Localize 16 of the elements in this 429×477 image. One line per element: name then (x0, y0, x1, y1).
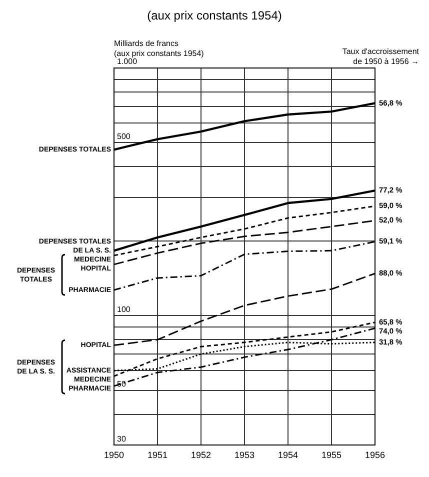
chart-title: (aux prix constants 1954) (114, 49, 204, 58)
y-tick-label: 30 (117, 434, 126, 444)
chart-title: (aux prix constants 1954) (147, 8, 282, 22)
x-tick-label: 1953 (234, 450, 255, 460)
y-tick-label: 500 (117, 132, 131, 141)
y-tick-label: 1.000 (117, 57, 138, 66)
text: Taux d'accroissement de 1950 à 1956 → (342, 47, 420, 66)
x-tick-label: 1950 (104, 450, 124, 460)
y-tick-label: 100 (117, 304, 131, 314)
x-tick-label: 1955 (321, 450, 342, 460)
x-tick-label: 1951 (147, 450, 168, 460)
x-tick-label: 1952 (190, 450, 212, 460)
x-tick-label: 1956 (364, 450, 386, 460)
text: Milliards de francs (114, 39, 178, 48)
x-tick-label: 1954 (278, 450, 298, 460)
y-tick-label: 50 (117, 379, 126, 388)
